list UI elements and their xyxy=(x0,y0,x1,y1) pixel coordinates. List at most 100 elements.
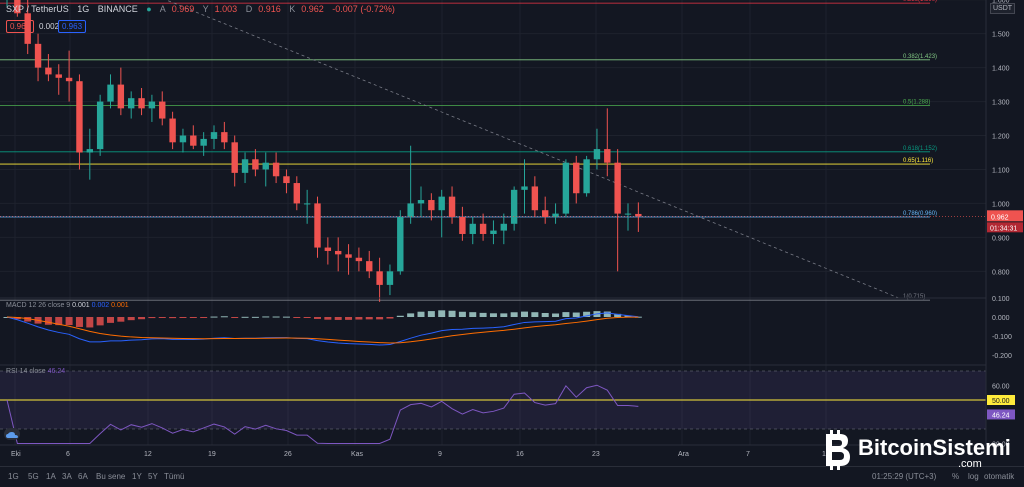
macd-histogram-bar xyxy=(500,313,508,317)
spread-value: 0.002 xyxy=(39,22,60,31)
macd-tick: -0.100 xyxy=(992,334,1012,341)
log-toggle[interactable]: log xyxy=(968,472,979,481)
macd-histogram-bar xyxy=(210,316,218,318)
candle-body xyxy=(531,186,539,211)
candle-body xyxy=(459,217,466,234)
candle-body xyxy=(521,186,528,190)
interval[interactable]: 1G xyxy=(77,4,90,14)
macd-histogram-bar xyxy=(489,313,497,317)
macd-histogram-bar xyxy=(127,317,135,321)
symbol-name[interactable]: SXP / TetherUS xyxy=(6,4,69,14)
rsi-panel xyxy=(0,370,986,444)
range-ytd-button[interactable]: Bu sene xyxy=(96,472,126,481)
cloud-icon[interactable] xyxy=(4,428,20,440)
candle-body xyxy=(469,223,476,234)
candle-body xyxy=(428,200,435,211)
range-5y-button[interactable]: 5Y xyxy=(148,472,158,481)
macd-histogram-bar xyxy=(376,317,384,320)
candle-body xyxy=(510,189,518,224)
percent-toggle[interactable]: % xyxy=(952,472,960,481)
candle-body xyxy=(479,223,487,234)
candle-body xyxy=(148,101,156,109)
candle-body xyxy=(262,162,269,170)
macd-histogram-bar xyxy=(448,310,456,317)
candle-body xyxy=(604,149,611,163)
macd-tick: 0.000 xyxy=(992,315,1010,322)
ohlc-low: 0.916 xyxy=(258,4,281,14)
fib-label: 0.5(1.288) xyxy=(903,100,930,106)
candle-body xyxy=(593,149,601,160)
candle-body xyxy=(86,149,93,153)
currency-label[interactable]: USDT xyxy=(990,3,1016,14)
symbol-header: SXP / TetherUS 1G BINANCE ● A 0.969 Y 1.00… xyxy=(6,4,401,14)
price-tick: 1.400 xyxy=(992,66,1010,73)
price-axis[interactable]: 1.8001.7001.6001.5001.4001.3001.2001.100… xyxy=(987,0,1023,449)
macd-histogram-bar xyxy=(521,311,528,317)
price-chart[interactable]: 0(1.800)0.236(1.590)0.382(1.423)0.5(1.28… xyxy=(0,0,1024,466)
ohlc-open-label: A xyxy=(159,4,166,14)
exchange: BINANCE xyxy=(97,4,138,14)
rsi-current-tag xyxy=(987,409,1015,420)
current-price-tag xyxy=(987,210,1023,222)
candle-body xyxy=(76,81,83,153)
rsi-label: RSI 14 close xyxy=(6,368,46,375)
ohlc-low-label: D xyxy=(245,4,253,14)
buy-button[interactable]: 0.963 xyxy=(58,20,87,33)
candle-body xyxy=(355,257,363,262)
bottom-toolbar: 1G 5G 1A 3A 6A Bu sene 1Y 5Y Tümü 01:25:… xyxy=(0,466,1024,487)
macd-histogram-bar xyxy=(427,311,435,317)
macd-histogram-bar xyxy=(55,317,63,326)
macd-histogram-bar xyxy=(324,317,332,320)
ohlc-close-label: K xyxy=(289,4,296,14)
range-1a-button[interactable]: 1A xyxy=(46,472,56,481)
candle-body xyxy=(210,132,218,139)
ohlc-high: 1.003 xyxy=(214,4,238,14)
candle-body xyxy=(24,13,31,44)
range-5g-button[interactable]: 5G xyxy=(28,472,39,481)
auto-toggle[interactable]: otomatik xyxy=(984,472,1015,481)
macd-histogram-bar xyxy=(614,313,622,317)
candle-body xyxy=(366,261,373,272)
range-1g-button[interactable]: 1G xyxy=(8,472,19,481)
macd-histogram-bar xyxy=(189,317,197,318)
time-tick: 14 xyxy=(822,451,830,458)
fib-label: 0.786(0.960) xyxy=(903,211,937,217)
candle-body xyxy=(552,213,559,217)
candle-body xyxy=(397,217,404,272)
macd-histogram-bar xyxy=(262,316,270,318)
price-tick: 1.600 xyxy=(992,0,1010,5)
rsi-value: 46.24 xyxy=(47,368,66,375)
candle-body xyxy=(583,159,590,194)
price-tick: 1.300 xyxy=(992,100,1010,107)
range-all-button[interactable]: Tümü xyxy=(164,472,185,481)
macd-histogram-bar xyxy=(603,311,611,317)
macd-label: MACD 12 26 close 9 xyxy=(6,302,71,309)
macd-hist-value: 0.001 xyxy=(72,302,90,309)
ohlc-high-label: Y xyxy=(202,4,209,14)
candle-body xyxy=(500,223,507,231)
macd-histogram-bar xyxy=(458,311,466,317)
macd-histogram-bar xyxy=(541,312,549,317)
range-1y-button[interactable]: 1Y xyxy=(132,472,142,481)
clock[interactable]: 01:25:29 (UTC+3) xyxy=(872,472,937,481)
macd-histogram-bar xyxy=(272,316,280,318)
candle-body xyxy=(490,230,497,234)
macd-histogram-bar xyxy=(148,317,156,319)
macd-histogram-bar xyxy=(303,317,311,318)
candle-body xyxy=(283,176,290,184)
macd-histogram-bar xyxy=(572,312,580,317)
range-6a-button[interactable]: 6A xyxy=(78,472,88,481)
time-tick: Ara xyxy=(678,451,689,458)
candle-body xyxy=(614,162,621,214)
candle-body xyxy=(542,210,549,217)
fib-label: 0.65(1.116) xyxy=(903,158,933,164)
time-axis[interactable]: Eki 6 12 19 26 Kas 9 16 23 Ara 7 14 xyxy=(11,451,830,458)
time-tick: 7 xyxy=(746,451,750,458)
candle-body xyxy=(386,271,394,285)
time-tick: 23 xyxy=(592,451,600,458)
macd-histogram-bar xyxy=(396,315,404,317)
price-tick: 1.200 xyxy=(992,134,1010,141)
range-3a-button[interactable]: 3A xyxy=(62,472,72,481)
sell-button[interactable]: 0.961 xyxy=(6,20,35,33)
macd-histogram-bar xyxy=(386,317,394,319)
